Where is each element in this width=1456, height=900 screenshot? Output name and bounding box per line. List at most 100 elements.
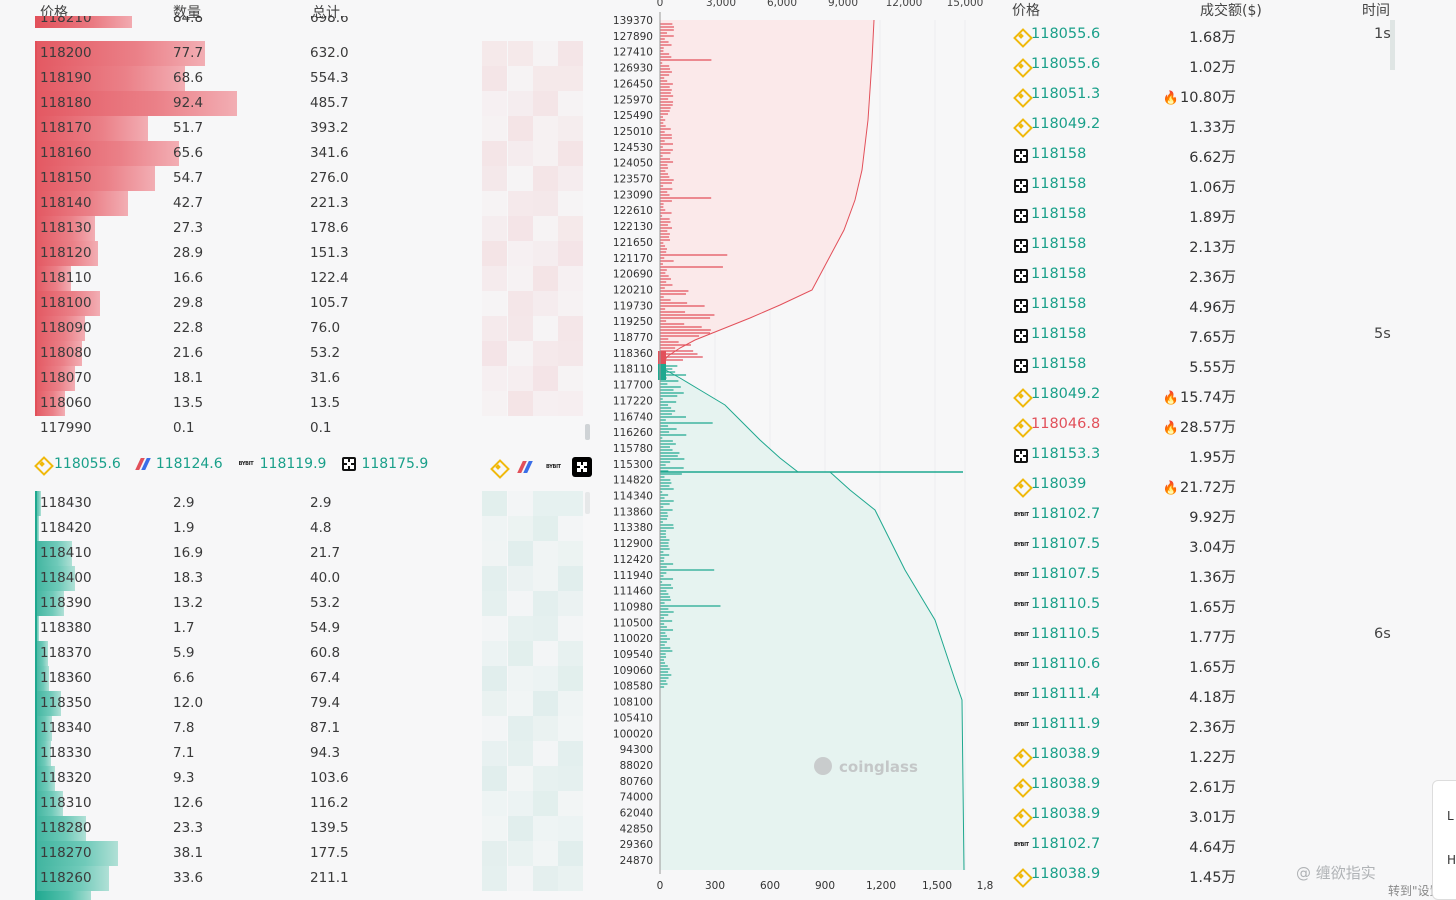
trade-row[interactable]: BYBIT 118107.5 1.36万 bbox=[1005, 560, 1425, 590]
trade-row[interactable]: BYBIT 118110.6 1.65万 bbox=[1005, 650, 1425, 680]
trade-row[interactable]: BYBIT 118111.9 2.36万 bbox=[1005, 710, 1425, 740]
bid-scrollbar[interactable] bbox=[585, 492, 590, 514]
trade-amount: 1.68万 bbox=[1189, 30, 1236, 46]
ask-scrollbar[interactable] bbox=[585, 424, 590, 440]
bid-row[interactable]: 118350 12.0 79.4 bbox=[0, 691, 600, 716]
row-price: 118390 bbox=[40, 595, 92, 611]
ask-row[interactable]: 118070 18.1 31.6 bbox=[0, 366, 600, 391]
trade-row[interactable]: BYBIT 118111.4 4.18万 bbox=[1005, 680, 1425, 710]
trade-row[interactable]: 118153.3 1.95万 bbox=[1005, 440, 1425, 470]
trade-row[interactable]: 118051.3 🔥10.80万 bbox=[1005, 80, 1425, 110]
trade-row[interactable]: 118039 🔥21.72万 bbox=[1005, 470, 1425, 500]
ask-row[interactable]: 118170 51.7 393.2 bbox=[0, 116, 600, 141]
trade-row[interactable]: 118158 2.13万 bbox=[1005, 230, 1425, 260]
ticker-bybit[interactable]: BYBIT 118119.9 bbox=[239, 456, 327, 472]
floating-side-card[interactable]: L H bbox=[1432, 780, 1456, 900]
ask-row[interactable]: 118180 92.4 485.7 bbox=[0, 91, 600, 116]
heat-cell bbox=[558, 616, 583, 641]
trade-amount: 2.36万 bbox=[1189, 270, 1236, 286]
price-axis-label: 115780 bbox=[613, 443, 653, 455]
trade-row[interactable]: BYBIT 118102.7 9.92万 bbox=[1005, 500, 1425, 530]
trade-row[interactable]: 118158 5.55万 bbox=[1005, 350, 1425, 380]
bid-row[interactable]: 118380 1.7 54.9 bbox=[0, 616, 600, 641]
trade-row[interactable]: 118158 2.36万 bbox=[1005, 260, 1425, 290]
ask-row[interactable]: 118200 77.7 632.0 bbox=[0, 41, 600, 66]
trade-time: 5s bbox=[1374, 326, 1391, 342]
ask-row[interactable]: 117990 0.1 0.1 bbox=[0, 416, 600, 441]
ask-row[interactable]: 118160 65.6 341.6 bbox=[0, 141, 600, 166]
heat-cell bbox=[558, 216, 583, 241]
row-price: 118090 bbox=[40, 320, 92, 336]
trade-row[interactable]: BYBIT 118107.5 3.04万 bbox=[1005, 530, 1425, 560]
row-edge bbox=[35, 241, 37, 266]
heat-cell bbox=[482, 341, 507, 366]
trade-row[interactable]: 118046.8 🔥28.57万 bbox=[1005, 410, 1425, 440]
heat-cell bbox=[508, 366, 533, 391]
fire-icon: 🔥 bbox=[1162, 481, 1179, 496]
trade-row[interactable]: 118055.6 1.02万 bbox=[1005, 50, 1425, 80]
row-edge bbox=[35, 41, 37, 66]
okx-icon bbox=[1014, 299, 1028, 313]
ask-row[interactable]: 118130 27.3 178.6 bbox=[0, 216, 600, 241]
trade-row[interactable]: 118049.2 🔥15.74万 bbox=[1005, 380, 1425, 410]
bid-row[interactable]: 118390 13.2 53.2 bbox=[0, 591, 600, 616]
ask-row[interactable]: 118110 16.6 122.4 bbox=[0, 266, 600, 291]
ticker-okx[interactable]: 118175.9 bbox=[342, 456, 428, 472]
bid-row[interactable]: 118320 9.3 103.6 bbox=[0, 766, 600, 791]
trade-amount: 9.92万 bbox=[1189, 510, 1236, 526]
ask-row[interactable]: 118120 28.9 151.3 bbox=[0, 241, 600, 266]
row-qty: 42.7 bbox=[173, 195, 204, 211]
okx-icon bbox=[1014, 149, 1028, 163]
trade-price: 118158 bbox=[1031, 176, 1087, 192]
bid-row[interactable]: 118420 1.9 4.8 bbox=[0, 516, 600, 541]
filter-okx-button[interactable] bbox=[572, 457, 592, 477]
bid-row[interactable]: 118270 38.1 177.5 bbox=[0, 841, 600, 866]
bid-row[interactable]: 118310 12.6 116.2 bbox=[0, 791, 600, 816]
filter-binance-button[interactable] bbox=[488, 457, 508, 477]
bid-row[interactable]: 118410 16.9 21.7 bbox=[0, 541, 600, 566]
ask-row[interactable]: 118150 54.7 276.0 bbox=[0, 166, 600, 191]
trade-row[interactable]: 118158 1.06万 bbox=[1005, 170, 1425, 200]
trade-row[interactable]: 118158 1.89万 bbox=[1005, 200, 1425, 230]
ask-row[interactable]: 118100 29.8 105.7 bbox=[0, 291, 600, 316]
trade-row[interactable]: 118038.9 1.22万 bbox=[1005, 740, 1425, 770]
ask-row[interactable]: 118060 13.5 13.5 bbox=[0, 391, 600, 416]
trade-row[interactable]: 118158 7.65万 5s bbox=[1005, 320, 1425, 350]
filter-bybit-button[interactable]: BYBIT bbox=[544, 457, 564, 477]
trade-row[interactable]: BYBIT 118110.5 1.65万 bbox=[1005, 590, 1425, 620]
bid-row[interactable]: 118360 6.6 67.4 bbox=[0, 666, 600, 691]
trade-row[interactable]: 118158 4.96万 bbox=[1005, 290, 1425, 320]
bid-row[interactable]: 118260 33.6 211.1 bbox=[0, 866, 600, 891]
trade-row[interactable]: BYBIT 118102.7 4.64万 bbox=[1005, 830, 1425, 860]
trade-row[interactable]: 118038.9 1.45万 bbox=[1005, 860, 1425, 890]
ask-row[interactable]: 118140 42.7 221.3 bbox=[0, 191, 600, 216]
trade-row[interactable]: 118158 6.62万 bbox=[1005, 140, 1425, 170]
ticker-bitmex[interactable]: 118124.6 bbox=[137, 456, 223, 472]
trade-row[interactable]: 118038.9 3.01万 bbox=[1005, 800, 1425, 830]
trade-amount-cell: 🔥10.80万 bbox=[1163, 86, 1236, 107]
depth-bar bbox=[35, 166, 155, 191]
ticker-price: 118175.9 bbox=[361, 456, 429, 472]
ticker-binance[interactable]: 118055.6 bbox=[35, 456, 121, 472]
filter-bitmex-button[interactable] bbox=[516, 457, 536, 477]
bid-row[interactable]: 118340 7.8 87.1 bbox=[0, 716, 600, 741]
ask-row[interactable]: 118190 68.6 554.3 bbox=[0, 66, 600, 91]
ask-row[interactable]: 118080 21.6 53.2 bbox=[0, 341, 600, 366]
heat-cell bbox=[558, 66, 583, 91]
heat-cell bbox=[533, 291, 558, 316]
bid-row[interactable]: 118370 5.9 60.8 bbox=[0, 641, 600, 666]
trade-row[interactable]: 118038.9 2.61万 bbox=[1005, 770, 1425, 800]
heat-cell bbox=[558, 366, 583, 391]
row-total: 105.7 bbox=[310, 295, 349, 311]
row-qty: 0.1 bbox=[173, 420, 195, 436]
trade-amount-cell: 1.89万 bbox=[1189, 206, 1236, 227]
bid-row[interactable]: 118430 2.9 2.9 bbox=[0, 491, 600, 516]
bid-row[interactable]: 118330 7.1 94.3 bbox=[0, 741, 600, 766]
ask-row[interactable]: 118090 22.8 76.0 bbox=[0, 316, 600, 341]
bid-row[interactable]: 118400 18.3 40.0 bbox=[0, 566, 600, 591]
trade-row[interactable]: 118049.2 1.33万 bbox=[1005, 110, 1425, 140]
bid-row[interactable]: 118280 23.3 139.5 bbox=[0, 816, 600, 841]
price-axis-label: 117220 bbox=[613, 395, 653, 407]
trade-row[interactable]: 118055.6 1.68万 1s bbox=[1005, 20, 1425, 50]
trade-row[interactable]: BYBIT 118110.5 1.77万 6s bbox=[1005, 620, 1425, 650]
